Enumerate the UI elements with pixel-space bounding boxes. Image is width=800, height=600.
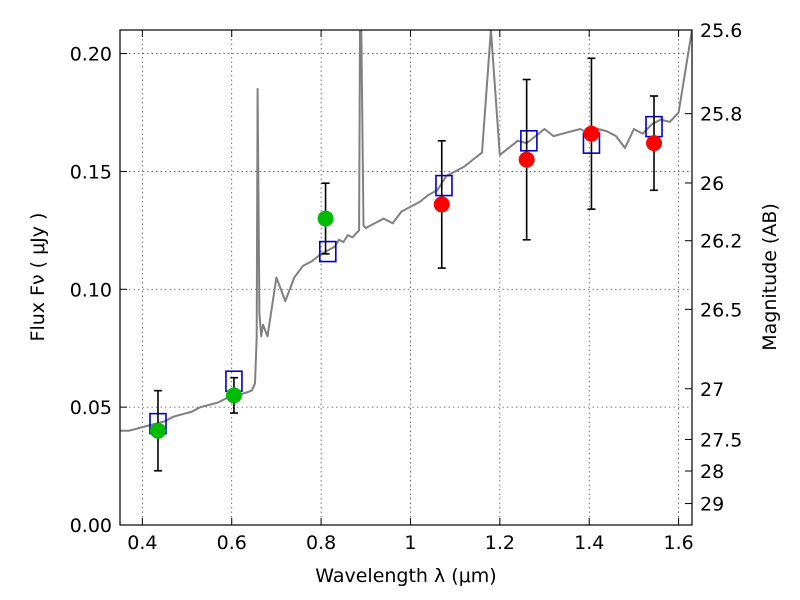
model-photometry-square: [520, 129, 538, 152]
y2-axis-label: Magnitude (AB): [759, 203, 781, 351]
observed-point-red: [583, 125, 600, 142]
y2-tick-label: 26.2: [700, 231, 742, 253]
y2-tick-label: 26: [700, 173, 724, 195]
observed-point-green: [149, 422, 166, 439]
tick-labels: 0.4 0.6 0.8 1 1.2 1.4 1.6 0.00 0.05 0.10 0.15 0.20 2…: [70, 20, 743, 554]
y2-tick-label: 26.5: [700, 299, 742, 321]
axis-ticks: [120, 29, 692, 526]
y-tick-label: 0.10: [70, 279, 112, 301]
x-tick-label: 0.6: [217, 532, 247, 554]
model-photometry-square: [318, 240, 337, 263]
model-photometry-square: [435, 174, 453, 197]
x-tick-label: 1.4: [574, 532, 604, 554]
y-tick-label: 0.00: [70, 515, 112, 537]
x-tick-label: 1: [404, 532, 416, 554]
y-axis-label: Flux Fν ( μJy ): [27, 213, 49, 342]
y2-tick-label: 25.8: [700, 104, 742, 126]
plot-area: [120, 30, 692, 472]
x-tick-label: 1.2: [485, 532, 515, 554]
y2-tick-label: 27: [700, 379, 724, 401]
y2-tick-label: 25.6: [700, 20, 742, 42]
y2-tick-label: 28: [700, 461, 724, 483]
observed-point-green: [317, 210, 334, 227]
x-axis-label: Wavelength λ (μm): [315, 565, 496, 587]
observed-point-green: [225, 387, 242, 404]
observed-point-red: [518, 151, 535, 168]
spectrum-line: [120, 30, 692, 432]
x-tick-label: 0.4: [127, 532, 157, 554]
observed-point-red: [433, 196, 450, 213]
observed-point-red: [646, 135, 663, 152]
x-tick-label: 0.8: [306, 532, 336, 554]
y-tick-label: 0.05: [70, 397, 112, 419]
y2-tick-label: 29: [700, 494, 724, 516]
y2-tick-label: 27.5: [700, 429, 742, 451]
x-tick-label: 1.6: [663, 532, 693, 554]
plot-frame: [119, 29, 693, 526]
y-tick-label: 0.15: [70, 161, 112, 183]
y-tick-label: 0.20: [70, 44, 112, 66]
grid: [120, 30, 692, 525]
